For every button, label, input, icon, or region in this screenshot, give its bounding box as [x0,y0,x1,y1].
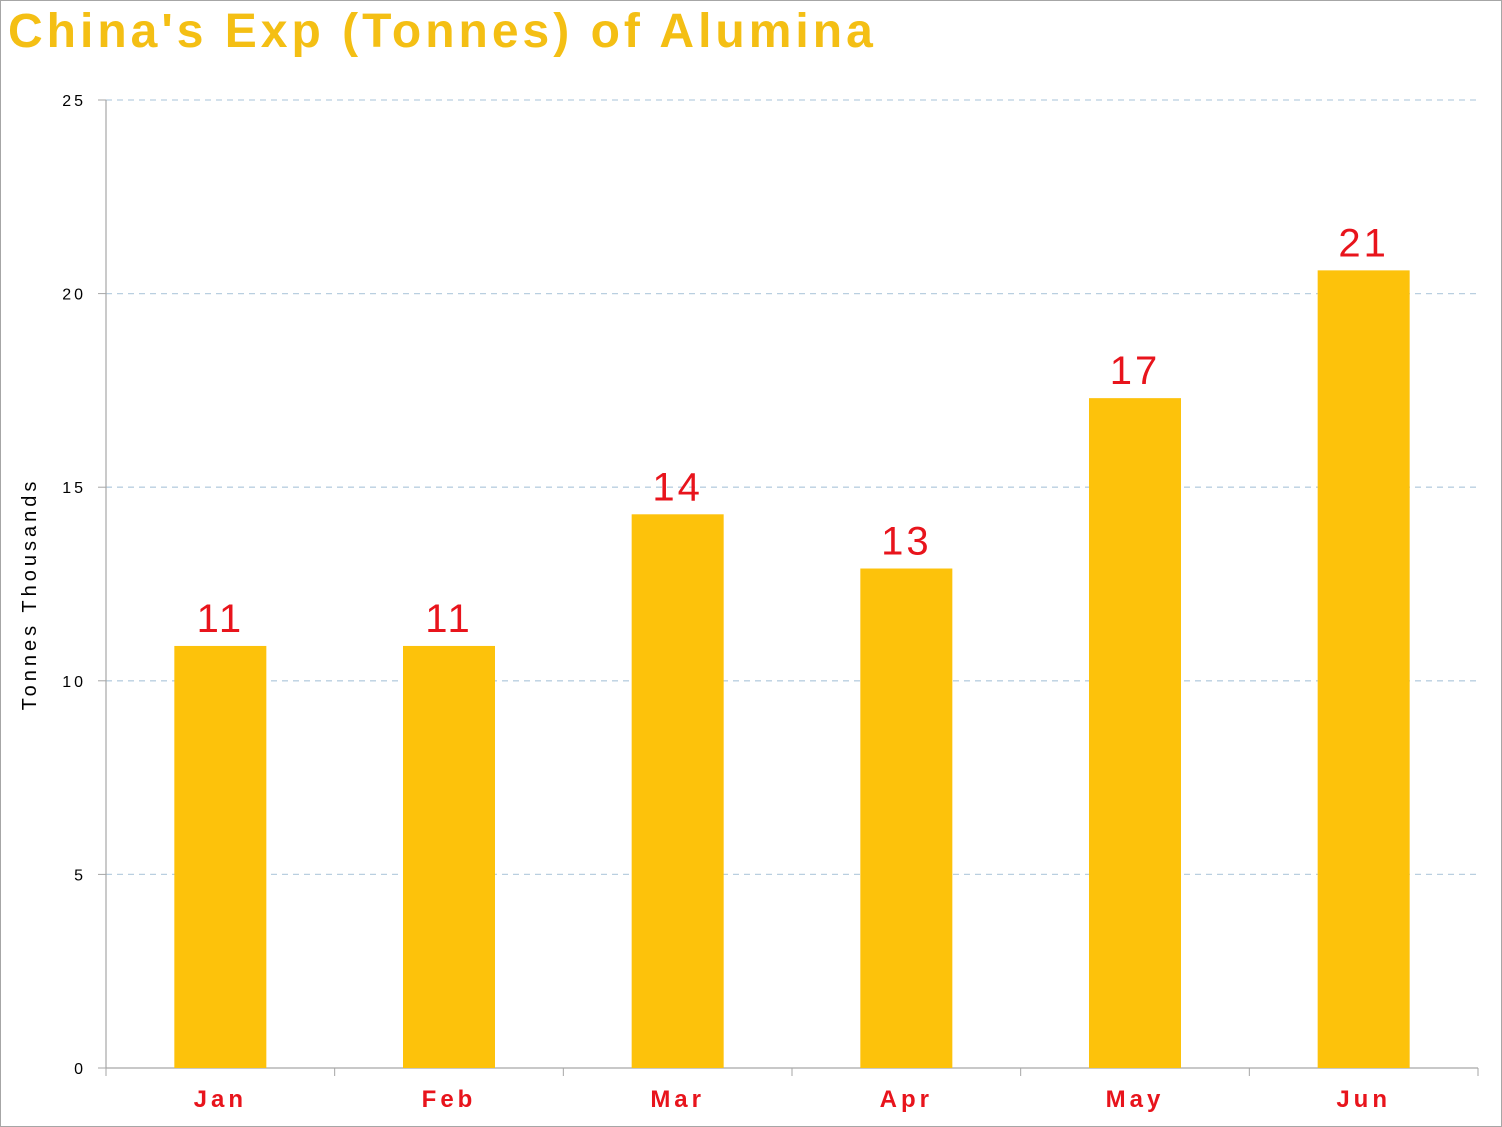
chart-title: China's Exp (Tonnes) of Alumina [8,5,877,58]
y-tick-label: 5 [74,867,86,884]
bar-mar [631,514,724,1068]
axes [98,99,1479,1076]
data-label-feb: 11 [425,597,473,641]
y-axis-label: Tonnes Thousands [19,478,41,711]
y-tick-label: 25 [62,93,86,110]
data-label-jun: 21 [1338,221,1389,265]
data-label-apr: 13 [881,520,932,564]
x-tick-label-apr: Apr [880,1086,933,1113]
bar-jan [174,645,267,1068]
data-label-mar: 14 [652,465,703,509]
bar-feb [403,645,495,1068]
data-label-jan: 11 [197,597,245,641]
x-tick-label-jun: Jun [1336,1086,1391,1113]
bars [174,270,1410,1068]
bar-apr [860,568,953,1068]
bar-may [1089,398,1181,1068]
y-tick-labels: 0 5 10 15 20 25 [62,93,86,1078]
data-labels: 11 11 14 13 17 21 [197,221,1389,641]
x-tick-labels: Jan Feb Mar Apr May Jun [194,1086,1391,1113]
gridlines [106,99,1478,876]
x-tick-label-mar: Mar [650,1086,705,1113]
y-tick-label: 10 [62,674,86,691]
x-tick-label-feb: Feb [422,1086,477,1113]
bar-jun [1317,270,1410,1068]
y-tick-label: 20 [62,287,86,304]
data-label-may: 17 [1110,349,1161,393]
x-tick-label-may: May [1106,1086,1165,1113]
x-tick-label-jan: Jan [194,1086,247,1113]
y-tick-label: 15 [62,480,86,497]
y-tick-label: 0 [74,1061,86,1078]
